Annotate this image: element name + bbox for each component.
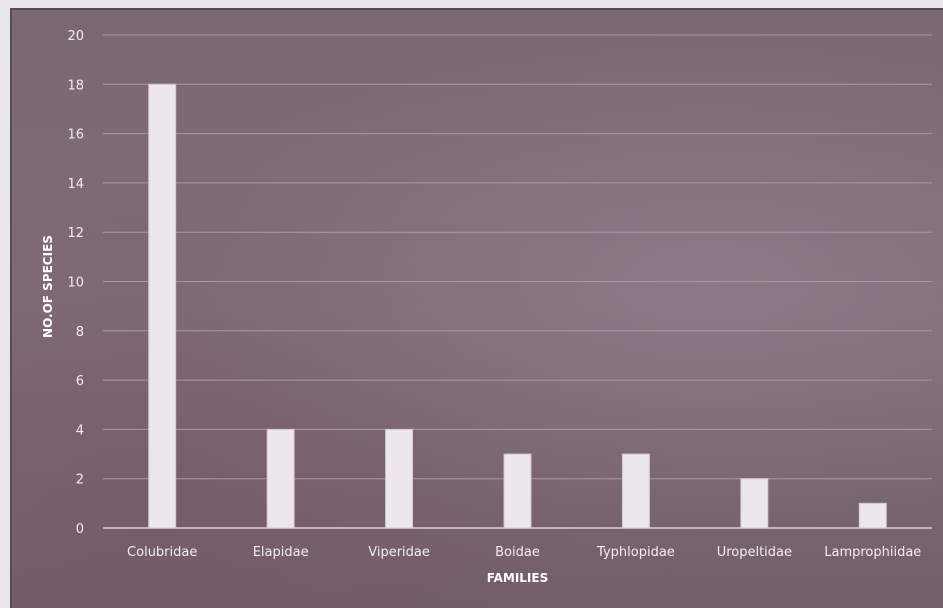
y-tick-labels: 0 2 4 6 8 10 12 14 16 18 20 [67, 29, 84, 537]
x-category-labels: Colubridae Elapidae Viperidae Boidae Typhlop… [127, 545, 921, 560]
y-tick-label: 2 [76, 473, 84, 488]
y-tick-label: 10 [67, 276, 84, 291]
x-tick-label: Boidae [495, 545, 540, 560]
x-tick-label: Viperidae [368, 545, 430, 560]
bar-viperidae [385, 428, 414, 529]
bar-lamprophiidae [858, 502, 887, 529]
y-tick-label: 20 [67, 29, 84, 44]
bar-colubridae [148, 83, 177, 529]
y-tick-label: 0 [76, 522, 84, 537]
bar-boidae [503, 453, 532, 529]
y-tick-label: 4 [76, 423, 84, 438]
x-tick-label: Colubridae [127, 545, 197, 560]
gridlines [103, 34, 932, 480]
x-tick-label: Uropeltidae [717, 545, 792, 560]
x-tick-label: Lamprophiidae [824, 545, 921, 560]
x-tick-label: Typhlopidae [596, 545, 675, 560]
x-tick-label: Elapidae [253, 545, 309, 560]
y-tick-label: 8 [76, 325, 84, 340]
y-tick-label: 18 [67, 78, 84, 93]
bar-typhlopidae [621, 453, 650, 529]
y-tick-label: 12 [67, 226, 84, 241]
y-tick-label: 14 [67, 177, 84, 192]
bar-elapidae [266, 428, 295, 529]
bars [148, 83, 887, 529]
bar-uropeltidae [740, 478, 769, 529]
y-tick-label: 6 [76, 374, 84, 389]
y-tick-label: 16 [67, 128, 84, 143]
x-axis-label: FAMILIES [487, 571, 548, 585]
y-axis-label: NO.OF SPECIES [41, 235, 55, 338]
